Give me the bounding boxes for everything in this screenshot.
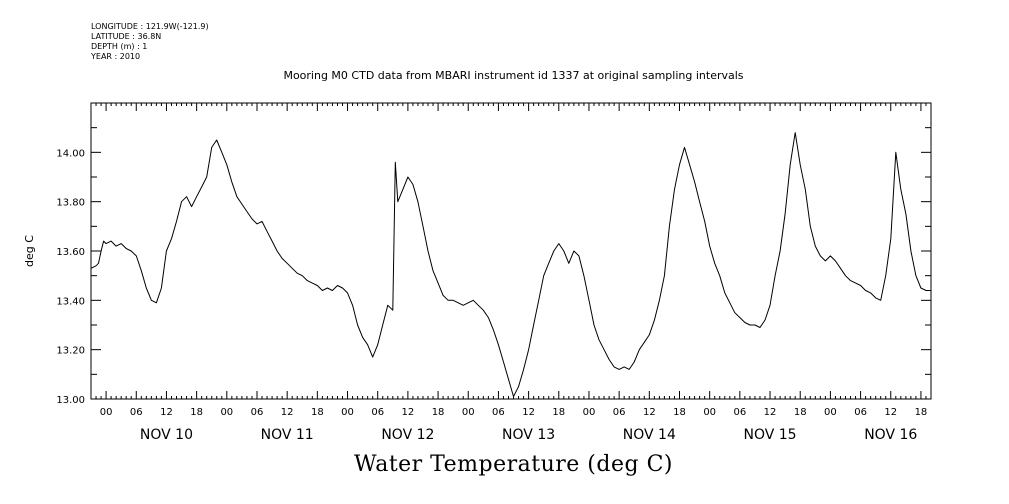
x-day-label: NOV 14	[623, 427, 676, 443]
x-day-label: NOV 10	[140, 427, 193, 443]
plot-frame	[90, 102, 932, 400]
latitude-label: LATITUDE : 36.8N	[91, 32, 162, 41]
year-label: YEAR : 2010	[91, 52, 141, 61]
x-axis-label: Water Temperature (deg C)	[354, 452, 673, 477]
x-tick-label: 06	[613, 407, 626, 418]
x-tick-label: 12	[764, 407, 777, 418]
x-tick-label: 06	[733, 407, 746, 418]
x-tick-label: 12	[402, 407, 415, 418]
longitude-label: LONGITUDE : 121.9W(-121.9)	[91, 22, 209, 31]
x-tick-label: 06	[130, 407, 143, 418]
x-tick-label: 12	[522, 407, 535, 418]
chart-title: Mooring M0 CTD data from MBARI instrumen…	[283, 69, 744, 82]
x-tick-label: 12	[884, 407, 897, 418]
x-tick-label: 18	[673, 407, 686, 418]
x-tick-label: 18	[190, 407, 203, 418]
x-tick-label: 00	[341, 407, 354, 418]
x-tick-label: 18	[915, 407, 928, 418]
x-day-label: NOV 12	[381, 427, 434, 443]
x-axis: 00 06 12 18 00 06 12 18 00 06 12 18 00 06 12 18 00 06 12 18…	[90, 103, 932, 443]
series-line	[90, 132, 931, 397]
y-tick-label: 13.00	[56, 395, 85, 406]
x-tick-label: 00	[462, 407, 475, 418]
x-tick-label: 12	[281, 407, 294, 418]
x-day-label: NOV 16	[864, 427, 917, 443]
x-tick-label: 18	[311, 407, 324, 418]
x-tick-label: 12	[643, 407, 656, 418]
y-tick-label: 13.60	[56, 247, 85, 258]
metadata-block: LONGITUDE : 121.9W(-121.9) LATITUDE : 36…	[91, 22, 209, 62]
x-day-label: NOV 15	[743, 427, 796, 443]
x-tick-label: 12	[160, 407, 173, 418]
x-tick-label: 18	[794, 407, 807, 418]
y-tick-label: 14.00	[56, 148, 85, 159]
y-axis-label: deg C	[23, 235, 36, 267]
y-tick-label: 13.20	[56, 346, 85, 357]
x-tick-label: 00	[824, 407, 837, 418]
x-day-label: NOV 11	[261, 427, 314, 443]
x-day-label: NOV 13	[502, 427, 555, 443]
x-tick-label: 18	[432, 407, 445, 418]
series-group	[90, 132, 931, 397]
x-tick-label: 18	[552, 407, 565, 418]
y-tick-label: 13.80	[56, 198, 85, 209]
x-tick-label: 06	[251, 407, 264, 418]
x-tick-label: 00	[703, 407, 716, 418]
x-tick-label: 06	[854, 407, 867, 418]
x-tick-label: 00	[220, 407, 233, 418]
x-tick-label: 00	[100, 407, 113, 418]
x-tick-label: 00	[583, 407, 596, 418]
y-tick-label: 13.40	[56, 296, 85, 307]
y-axis: 13.00 13.20 13.40 13.60 13.80 14.00	[56, 102, 931, 406]
x-tick-label: 06	[371, 407, 384, 418]
x-tick-label: 06	[492, 407, 505, 418]
depth-label: DEPTH (m) : 1	[91, 42, 148, 51]
